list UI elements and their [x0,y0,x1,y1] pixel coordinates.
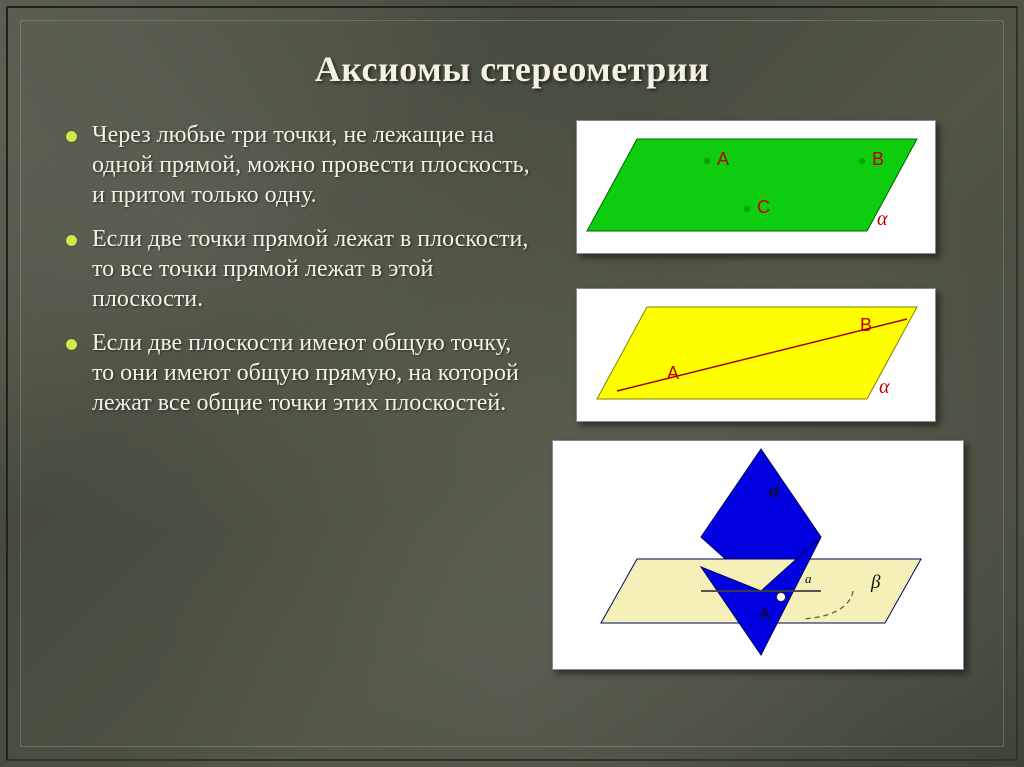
svg-text:A: A [759,604,771,623]
figure-1-svg: A B Cα [577,121,937,255]
svg-text:β: β [870,572,881,593]
figure-3-panel: Aα a β [552,440,964,670]
figures-column: ABCα ABα Aαaβ [546,120,994,432]
bullet-item: Если две плоскости имеют общую точку, то… [66,328,536,418]
figure-2-svg: A Bα [577,289,937,423]
slide-content: Аксиомы стереометрии Через любые три точ… [0,0,1024,767]
svg-text:A: A [667,363,679,383]
svg-text:B: B [860,315,872,335]
bullet-item: Если две точки прямой лежат в плоскости,… [66,224,536,314]
svg-text:C: C [757,197,770,217]
bullet-item: Через любые три точки, не лежащие на одн… [66,120,536,210]
svg-text:A: A [717,149,729,169]
body-row: Через любые три точки, не лежащие на одн… [30,120,994,432]
page-title: Аксиомы стереометрии [30,48,994,90]
svg-text:α: α [877,208,888,230]
svg-text:B: B [872,149,884,169]
svg-text:α: α [879,376,890,398]
figure-3-svg: Aα a β [553,441,965,671]
figure-1-panel: A B Cα [576,120,936,254]
svg-text:α: α [769,481,780,502]
bullets-list: Через любые три точки, не лежащие на одн… [66,120,536,418]
svg-text:a: a [805,571,812,586]
figure-2-panel: A Bα [576,288,936,422]
bullets-column: Через любые три точки, не лежащие на одн… [66,120,536,432]
